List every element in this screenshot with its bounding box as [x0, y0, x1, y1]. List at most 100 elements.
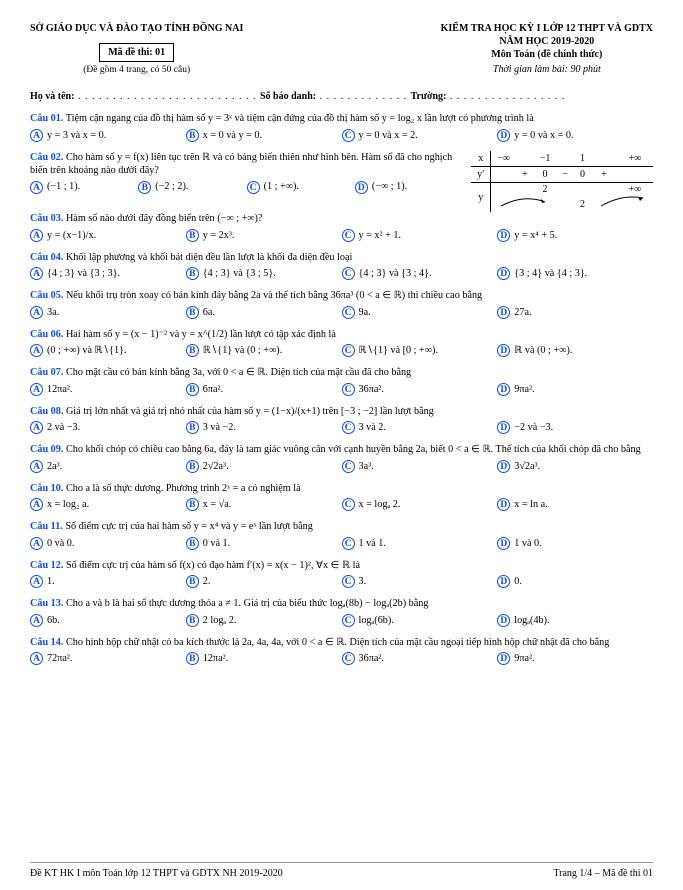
choice-a[interactable]: A12πa².	[30, 383, 186, 396]
choice-b[interactable]: B(−2 ; 2).	[138, 180, 246, 193]
question-number: Câu 14.	[30, 637, 63, 648]
question-number: Câu 01.	[30, 113, 63, 124]
choice-b[interactable]: Bℝ∖{1} và (0 ; +∞).	[186, 344, 342, 357]
choice-c-text: 3 và 2.	[359, 422, 386, 433]
choices: A{4 ; 3} và {3 ; 3}. B{4 ; 3} và {3 ; 5}…	[30, 267, 653, 280]
choice-c[interactable]: C{4 ; 3} và {3 ; 4}.	[342, 267, 498, 280]
choice-a-text: 72πa².	[47, 653, 72, 664]
choice-b-text: x = √a.	[203, 499, 232, 510]
choice-b[interactable]: B6πa².	[186, 383, 342, 396]
choice-d[interactable]: D−2 và −3.	[497, 421, 653, 434]
header-right: KIỂM TRA HỌC KỲ I LỚP 12 THPT VÀ GDTX NĂ…	[441, 22, 653, 76]
choice-c[interactable]: Cx = logₐ 2.	[342, 498, 498, 511]
choice-a[interactable]: Ay = (x−1)/x.	[30, 229, 186, 242]
choice-c[interactable]: C36πa².	[342, 652, 498, 665]
choice-c-text: logₐ(6b).	[359, 615, 394, 626]
question-number: Câu 09.	[30, 444, 63, 455]
choice-c[interactable]: C3a³.	[342, 460, 498, 473]
choice-a[interactable]: Ay = 3 và x = 0.	[30, 129, 186, 142]
choice-a[interactable]: A0 và 0.	[30, 537, 186, 550]
choice-b[interactable]: B0 và 1.	[186, 537, 342, 550]
choice-a[interactable]: A2a³.	[30, 460, 186, 473]
choice-d-text: 9πa².	[514, 653, 534, 664]
question-number: Câu 05.	[30, 290, 63, 301]
choice-b[interactable]: B2√2a³.	[186, 460, 342, 473]
choice-b-text: x = 0 và y = 0.	[203, 130, 262, 141]
choice-d[interactable]: Dx = ln a.	[497, 498, 653, 511]
footer-right: Trang 1/4 – Mã đề thi 01	[553, 867, 653, 880]
choice-b[interactable]: B12πa².	[186, 652, 342, 665]
choice-d[interactable]: D{3 ; 4} và {4 ; 3}.	[497, 267, 653, 280]
choices: Ay = (x−1)/x. By = 2x³. Cy = x² + 1. Dy …	[30, 229, 653, 242]
dots: . . . . . . . . . . . . . . . . .	[446, 91, 565, 102]
choice-a[interactable]: A(−1 ; 1).	[30, 180, 138, 193]
choice-d[interactable]: D(−∞ ; 1).	[355, 180, 463, 193]
choice-a[interactable]: A(0 ; +∞) và ℝ∖{1}.	[30, 344, 186, 357]
choice-c[interactable]: C3 và 2.	[342, 421, 498, 434]
choice-b[interactable]: B2.	[186, 575, 342, 588]
choice-d[interactable]: D1 và 0.	[497, 537, 653, 550]
choice-a-text: (−1 ; 1).	[47, 181, 80, 192]
choice-a[interactable]: A72πa².	[30, 652, 186, 665]
choices: A72πa². B12πa². C36πa². D9πa².	[30, 652, 653, 665]
choice-b[interactable]: B3 và −2.	[186, 421, 342, 434]
choice-b[interactable]: B2 logₐ 2.	[186, 614, 342, 627]
choices: Ay = 3 và x = 0. Bx = 0 và y = 0. Cy = 0…	[30, 129, 653, 142]
choice-b[interactable]: Bx = 0 và y = 0.	[186, 129, 342, 142]
choice-d[interactable]: D3√2a³.	[497, 460, 653, 473]
choice-d[interactable]: D27a.	[497, 306, 653, 319]
choice-a-text: x = log₂ a.	[47, 499, 89, 510]
choice-a-text: 2 và −3.	[47, 422, 80, 433]
choice-b-text: {4 ; 3} và {3 ; 5}.	[203, 268, 276, 279]
choice-c-text: y = 0 và x = 2.	[359, 130, 418, 141]
dots: . . . . . . . . . . . . . . . . . . . . …	[74, 91, 260, 102]
choice-a[interactable]: A1.	[30, 575, 186, 588]
choice-c-text: (1 ; +∞).	[264, 181, 299, 192]
choice-d[interactable]: Dℝ và (0 ; +∞).	[497, 344, 653, 357]
choice-a-text: 3a.	[47, 307, 59, 318]
choice-b[interactable]: Bx = √a.	[186, 498, 342, 511]
choice-a[interactable]: A6b.	[30, 614, 186, 627]
choice-b[interactable]: B6a.	[186, 306, 342, 319]
choice-d-text: 9πa².	[514, 384, 534, 395]
choice-c[interactable]: C1 và 1.	[342, 537, 498, 550]
choice-b-text: 0 và 1.	[203, 538, 230, 549]
choice-c[interactable]: Cy = x² + 1.	[342, 229, 498, 242]
choice-d[interactable]: D9πa².	[497, 383, 653, 396]
choice-b[interactable]: B{4 ; 3} và {3 ; 5}.	[186, 267, 342, 280]
choice-a-text: y = 3 và x = 0.	[47, 130, 106, 141]
choice-d[interactable]: D9πa².	[497, 652, 653, 665]
question-text: Hàm số nào dưới đây đồng biến trên (−∞ ;…	[66, 213, 263, 224]
choice-c[interactable]: C9a.	[342, 306, 498, 319]
choice-d-text: {3 ; 4} và {4 ; 3}.	[514, 268, 587, 279]
name-row: Họ và tên: . . . . . . . . . . . . . . .…	[30, 90, 653, 103]
choice-a[interactable]: A{4 ; 3} và {3 ; 3}.	[30, 267, 186, 280]
question-text: Khối lập phương và khối bát diện đều lần…	[66, 252, 352, 263]
choice-d[interactable]: Dy = 0 và x = 0.	[497, 129, 653, 142]
choice-a[interactable]: A3a.	[30, 306, 186, 319]
question-text: Số điểm cực trị của hai hàm số y = x⁴ và…	[65, 521, 312, 532]
hoten-label: Họ và tên:	[30, 91, 74, 102]
choice-a[interactable]: A2 và −3.	[30, 421, 186, 434]
choice-c[interactable]: Cℝ∖{1} và [0 ; +∞).	[342, 344, 498, 357]
choice-c[interactable]: C3.	[342, 575, 498, 588]
choice-c[interactable]: Cy = 0 và x = 2.	[342, 129, 498, 142]
choice-d[interactable]: Dy = x⁴ + 5.	[497, 229, 653, 242]
choice-c[interactable]: Clogₐ(6b).	[342, 614, 498, 627]
question-text: Cho hàm số y = f(x) liên tục trên ℝ và c…	[30, 152, 452, 176]
choice-c-text: 9a.	[359, 307, 371, 318]
choice-d-text: (−∞ ; 1).	[372, 181, 407, 192]
choice-d-text: 1 và 0.	[514, 538, 541, 549]
question-10: Câu 10. Cho a là số thực dương. Phương t…	[30, 482, 653, 512]
choice-d[interactable]: Dlogₐ(4b).	[497, 614, 653, 627]
question-text: Nếu khối trụ tròn xoay có bán kính đáy b…	[66, 290, 482, 301]
choice-c[interactable]: C36πa².	[342, 383, 498, 396]
question-9: Câu 09. Cho khối chóp có chiều cao bằng …	[30, 443, 653, 473]
choice-d[interactable]: D0.	[497, 575, 653, 588]
choice-b[interactable]: By = 2x³.	[186, 229, 342, 242]
question-text: Số điểm cực trị của hàm số f(x) có đạo h…	[66, 560, 360, 571]
choices: A2 và −3. B3 và −2. C3 và 2. D−2 và −3.	[30, 421, 653, 434]
choice-c[interactable]: C(1 ; +∞).	[247, 180, 355, 193]
choice-d-text: ℝ và (0 ; +∞).	[514, 345, 572, 356]
choice-a[interactable]: Ax = log₂ a.	[30, 498, 186, 511]
